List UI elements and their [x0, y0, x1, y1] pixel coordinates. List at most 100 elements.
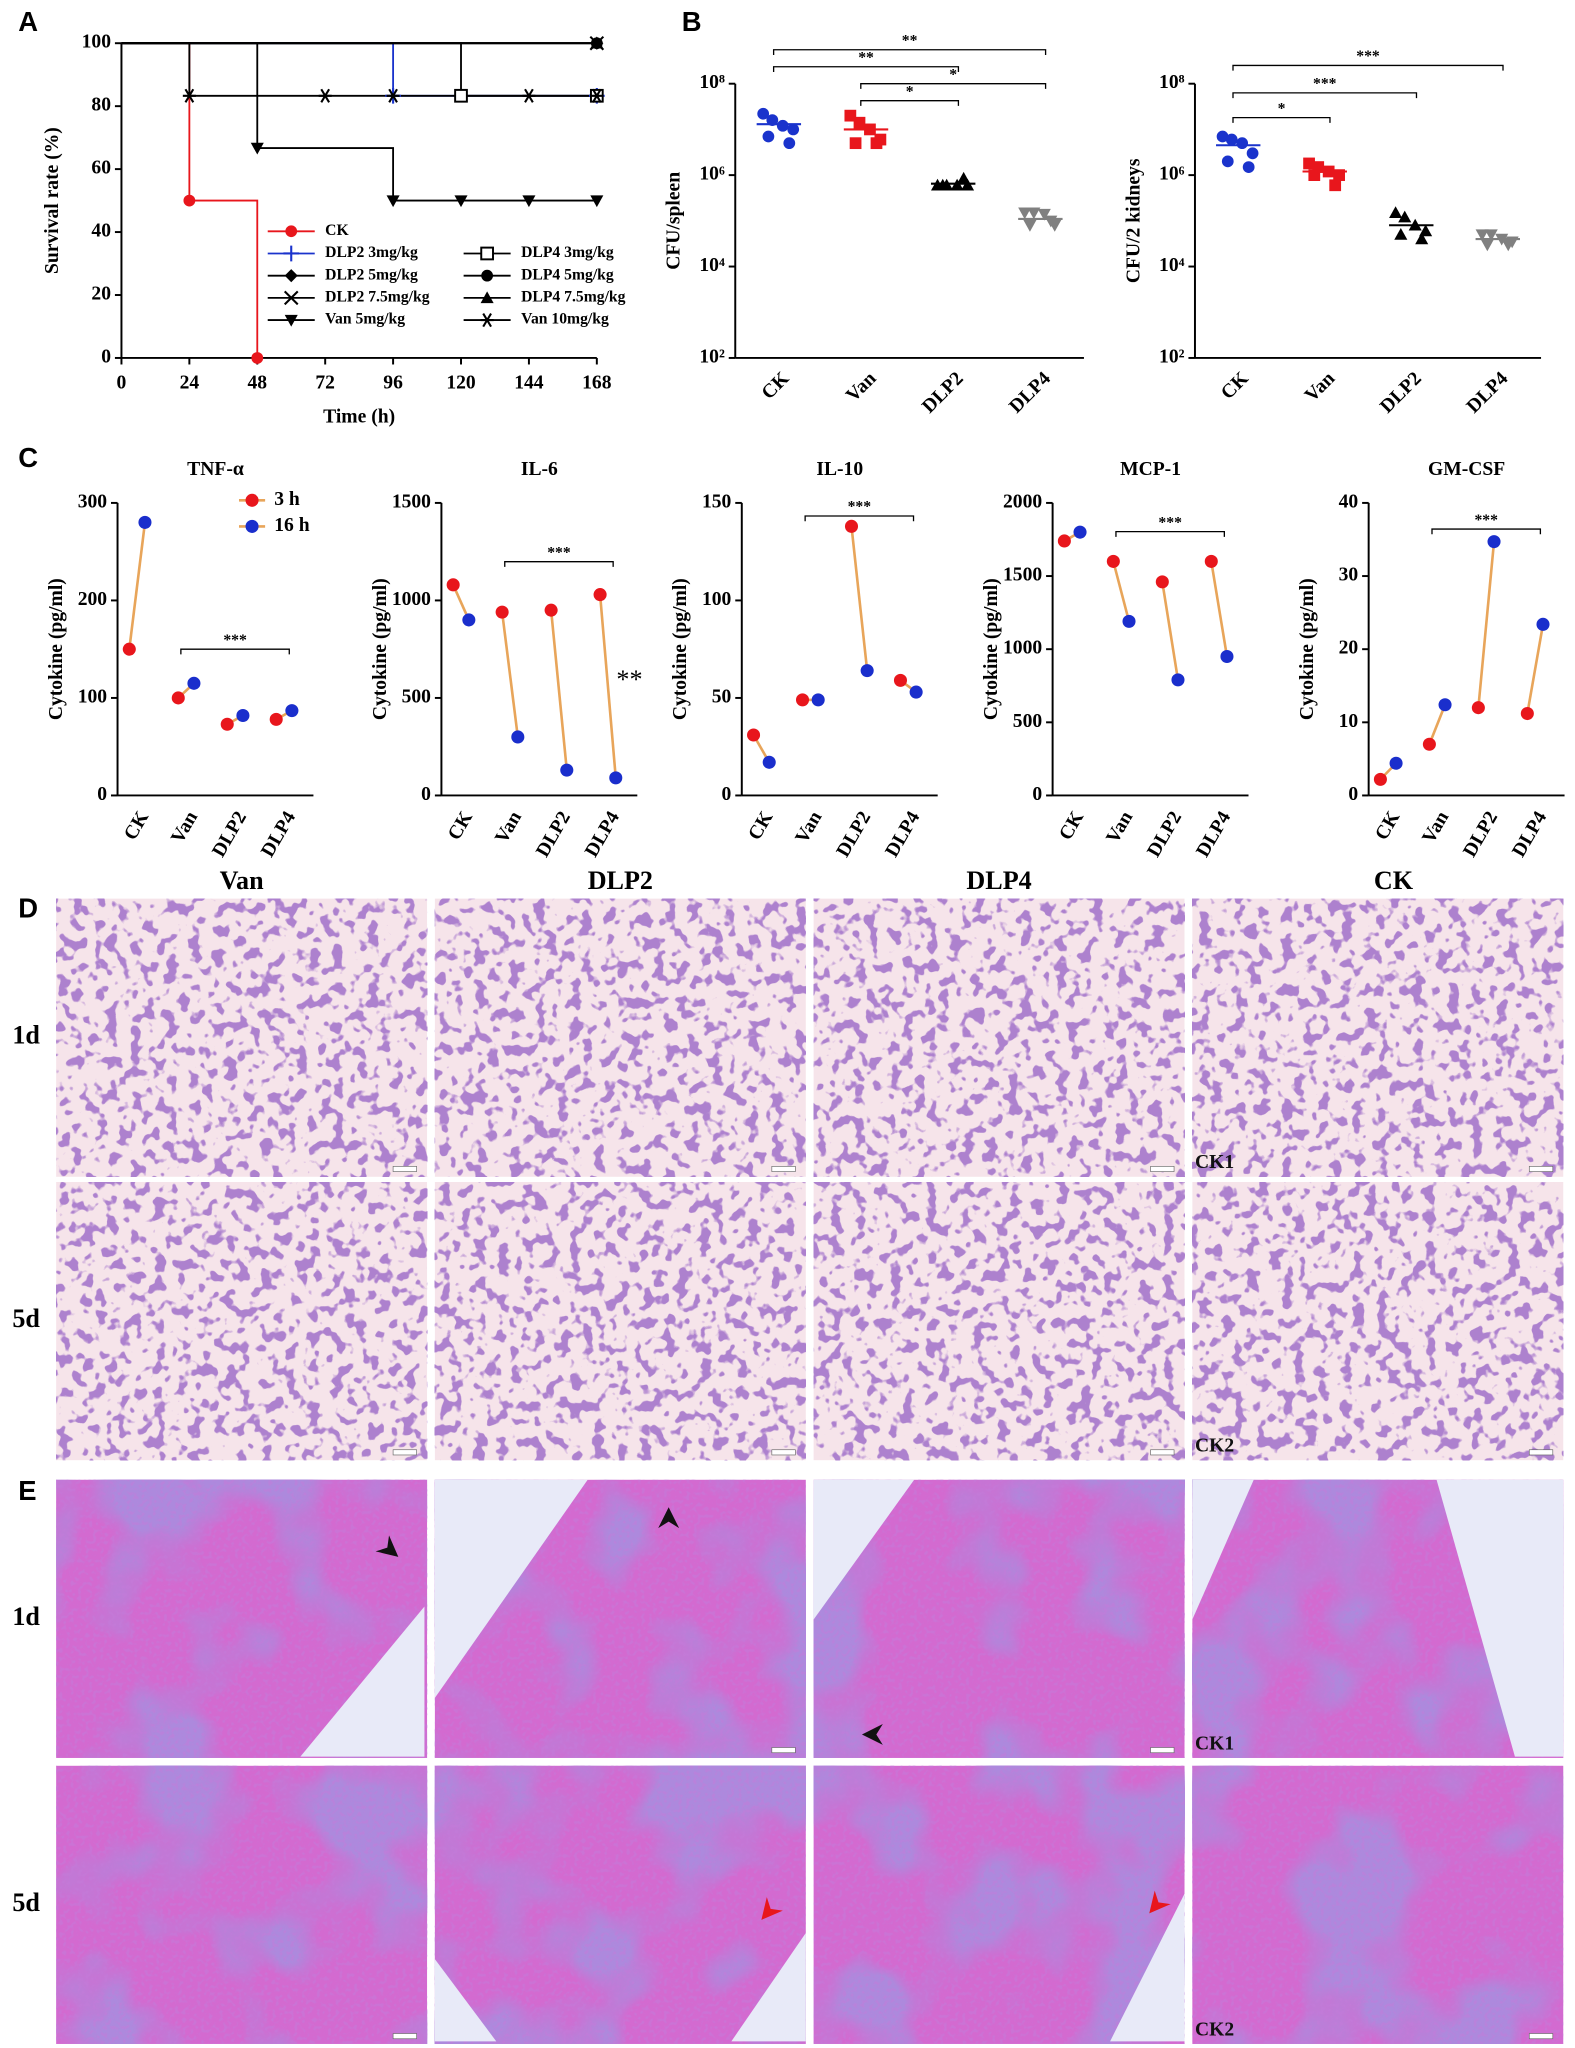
scale-bar — [392, 2033, 417, 2040]
annotation: ** — [616, 665, 642, 694]
y-axis-label: Cytokine (pg/ml) — [1297, 578, 1318, 720]
x-tick-label: DLP2 — [1376, 368, 1425, 417]
scale-bar — [1528, 1449, 1554, 1456]
legend-dot — [245, 493, 259, 507]
x-tick-label: DLP2 — [918, 368, 967, 417]
survival-line — [121, 42, 597, 97]
data-point — [1501, 239, 1515, 252]
y-tick-label: 10² — [699, 346, 725, 367]
dot-3h — [220, 717, 234, 731]
dot-16h — [762, 755, 776, 769]
dot-16h — [1389, 756, 1403, 770]
y-axis-label: Cytokine (pg/ml) — [981, 578, 1002, 720]
significance-label: ** — [902, 33, 918, 50]
dot-16h — [285, 704, 299, 718]
data-point — [844, 109, 857, 122]
x-tick-label: DLP4 — [1005, 368, 1055, 418]
scale-bar — [392, 1449, 417, 1456]
x-tick-label: 120 — [446, 373, 476, 394]
row-label: 1d — [12, 1602, 40, 1631]
x-tick-label: DLP4 — [1509, 808, 1552, 861]
x-tick-label: CK — [1371, 807, 1404, 844]
dot-16h — [1220, 649, 1234, 664]
panel-label: C — [18, 442, 38, 473]
x-tick-label: DLP4 — [1193, 808, 1236, 861]
legend-marker — [285, 225, 298, 238]
data-point — [1394, 228, 1408, 240]
background-area — [300, 1606, 425, 1757]
x-axis-label: Time (h) — [323, 407, 395, 428]
x-tick-label: 96 — [383, 373, 403, 394]
y-axis-label: Cytokine (pg/ml) — [370, 578, 391, 720]
dot-3h — [544, 603, 558, 617]
pair-connector — [1526, 624, 1545, 714]
significance-bracket — [860, 83, 1047, 89]
y-axis-label: Cytokine (pg/ml) — [670, 578, 691, 720]
x-tick-label: Van — [1301, 368, 1339, 406]
significance-bracket — [772, 66, 960, 72]
chart-title: GM-CSF — [1428, 459, 1505, 480]
y-tick-label: 100 — [78, 686, 108, 707]
y-tick-label: 80 — [91, 95, 111, 116]
legend-label: CK — [325, 222, 349, 239]
x-tick-label: DLP2 — [208, 808, 251, 861]
survival-marker — [454, 88, 468, 103]
dot-3h — [1204, 554, 1218, 568]
dot-3h — [122, 642, 136, 656]
survival-line — [121, 42, 597, 97]
lung-texture — [434, 1182, 806, 1461]
x-tick-label: DLP2 — [532, 808, 575, 861]
data-point — [957, 171, 971, 184]
y-tick-label: 10⁸ — [1159, 72, 1185, 93]
dot-16h — [187, 676, 201, 690]
y-tick-label: 500 — [402, 686, 432, 707]
data-point — [776, 119, 789, 132]
scale-bar — [771, 1747, 796, 1754]
background-area — [1436, 1479, 1564, 1757]
y-axis-label: Survival rate (%) — [42, 127, 63, 274]
y-tick-label: 20 — [1339, 638, 1359, 659]
data-point — [783, 137, 796, 150]
dot-3h — [593, 588, 607, 602]
pair-connector — [1477, 541, 1496, 708]
legend-label: DLP4 7.5mg/kg — [521, 288, 626, 305]
dot-3h — [495, 605, 509, 619]
legend-label: DLP4 5mg/kg — [521, 266, 614, 283]
control-label: CK1 — [1195, 1152, 1234, 1173]
y-axis-label: CFU/2 kidneys — [1123, 158, 1144, 283]
data-point — [1398, 210, 1412, 223]
y-tick-label: 10⁴ — [1159, 255, 1185, 276]
lung-texture — [813, 1182, 1185, 1461]
data-point — [1480, 239, 1494, 252]
x-tick-label: 144 — [514, 373, 544, 394]
dot-3h — [747, 728, 761, 742]
data-point — [1027, 207, 1041, 220]
x-tick-label: DLP4 — [1463, 368, 1513, 418]
x-tick-label: CK — [745, 807, 778, 844]
survival-marker — [590, 195, 604, 208]
significance-label: *** — [223, 632, 247, 649]
survival-marker — [386, 88, 400, 103]
significance-label: *** — [848, 499, 872, 516]
dot-3h — [1057, 534, 1071, 548]
y-tick-label: 1000 — [1003, 638, 1042, 659]
dot-16h — [1171, 673, 1185, 687]
significance-label: * — [906, 83, 914, 100]
data-point — [1484, 229, 1498, 242]
legend-label: DLP2 5mg/kg — [325, 266, 418, 283]
dot-3h — [893, 673, 907, 687]
x-tick-label: DLP4 — [581, 808, 624, 861]
survival-marker — [183, 194, 196, 207]
dot-16h — [511, 730, 525, 744]
survival-line — [121, 42, 597, 202]
scale-bar — [392, 1166, 417, 1172]
legend-label: DLP2 7.5mg/kg — [325, 288, 430, 305]
lung-texture — [1192, 1182, 1564, 1461]
legend-label: DLP2 3mg/kg — [325, 244, 418, 261]
x-tick-label: 168 — [582, 373, 612, 394]
dot-16h — [1073, 525, 1087, 539]
x-tick-label: Van — [167, 808, 202, 847]
significance-label: *** — [547, 544, 571, 561]
dot-3h — [1471, 701, 1485, 715]
